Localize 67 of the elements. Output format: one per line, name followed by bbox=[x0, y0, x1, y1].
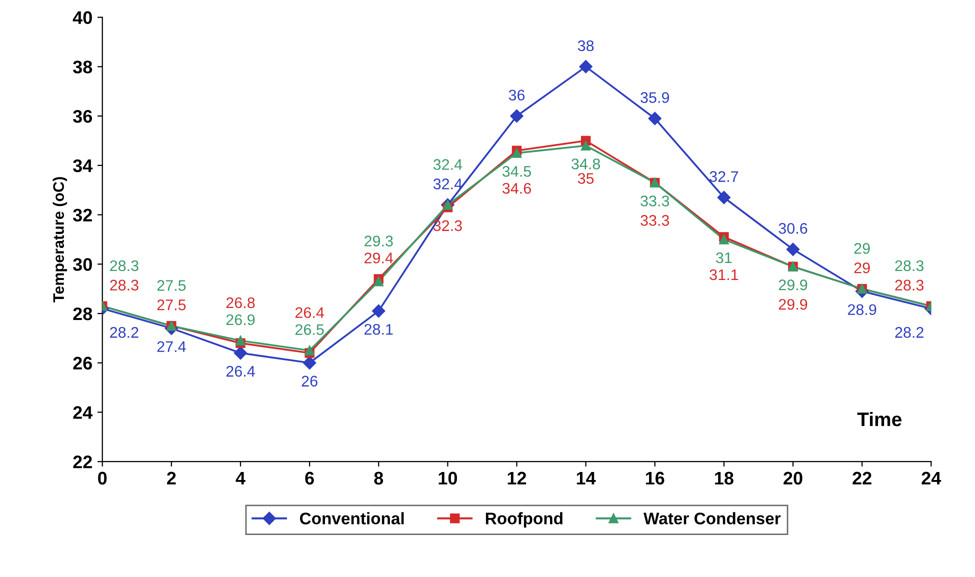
data-label: 33.3 bbox=[640, 196, 670, 206]
x-tick-label: 6 bbox=[305, 472, 314, 485]
y-tick-label: 28 bbox=[73, 307, 92, 320]
data-label: 28.1 bbox=[364, 324, 393, 335]
data-label: 33.3 bbox=[640, 215, 670, 226]
data-label: 26.9 bbox=[226, 314, 255, 326]
data-label: 34.8 bbox=[572, 158, 600, 170]
data-label: 34.5 bbox=[502, 166, 531, 177]
y-tick-label: 32 bbox=[72, 208, 92, 222]
data-label: 29.9 bbox=[778, 298, 808, 310]
data-label: 36 bbox=[508, 90, 525, 101]
data-label: 27.4 bbox=[157, 341, 186, 352]
data-label: 35.9 bbox=[640, 92, 670, 103]
y-tick-label: 36 bbox=[72, 110, 92, 123]
data-label: 35 bbox=[578, 173, 594, 184]
y-tick-label: 24 bbox=[73, 406, 93, 419]
x-tick-label: 0 bbox=[98, 472, 107, 485]
data-label: 26.4 bbox=[226, 366, 255, 377]
data-label: 29.9 bbox=[778, 280, 808, 290]
data-label: 28.3 bbox=[895, 280, 924, 291]
y-tick-label: 26 bbox=[73, 356, 92, 370]
data-label: 26.5 bbox=[295, 324, 324, 336]
data-label: 27.5 bbox=[157, 300, 186, 310]
x-tick-label: 16 bbox=[646, 472, 664, 485]
legend-label: Conventional bbox=[300, 512, 404, 524]
x-tick-label: 22 bbox=[852, 472, 872, 484]
data-label: 26.8 bbox=[226, 297, 255, 308]
data-label: 32.4 bbox=[433, 178, 462, 190]
x-tick-label: 20 bbox=[784, 472, 802, 485]
data-label: 32.7 bbox=[710, 171, 738, 182]
x-tick-label: 4 bbox=[236, 472, 246, 484]
x-tick-label: 2 bbox=[167, 472, 176, 484]
x-axis-title: Time bbox=[857, 412, 902, 426]
data-label: 26.4 bbox=[295, 307, 324, 318]
data-label: 30.6 bbox=[778, 222, 808, 234]
data-label: 32.4 bbox=[433, 159, 462, 170]
y-tick-label: 30 bbox=[72, 258, 92, 271]
x-tick-label: 24 bbox=[922, 472, 942, 484]
y-axis-title: Temperature (oC) bbox=[52, 177, 68, 302]
data-label: 29 bbox=[854, 262, 870, 274]
data-label: 29 bbox=[854, 243, 870, 254]
data-label: 28.2 bbox=[110, 327, 138, 338]
legend-label: Water Condenser bbox=[644, 512, 781, 524]
data-label: 28.3 bbox=[110, 280, 138, 291]
y-tick-label: 34 bbox=[72, 159, 93, 172]
data-label: 32.3 bbox=[433, 220, 462, 232]
data-label: 28.3 bbox=[110, 260, 138, 272]
x-tick-label: 18 bbox=[715, 472, 734, 485]
x-tick-label: 8 bbox=[374, 472, 384, 485]
x-tick-label: 10 bbox=[438, 472, 457, 485]
y-tick-label: 38 bbox=[72, 60, 92, 74]
data-label: 38 bbox=[578, 40, 594, 52]
y-tick-label: 22 bbox=[73, 456, 92, 468]
legend-label: Roofpond bbox=[486, 512, 562, 528]
data-label: 31.1 bbox=[710, 269, 738, 280]
data-label: 26 bbox=[302, 376, 318, 387]
data-label: 28.9 bbox=[848, 304, 876, 316]
x-tick-label: 12 bbox=[508, 472, 526, 484]
data-label: 31 bbox=[716, 252, 732, 264]
y-tick-label: 40 bbox=[72, 11, 92, 24]
x-tick-label: 14 bbox=[576, 472, 596, 484]
data-label: 34.6 bbox=[502, 182, 531, 194]
data-label: 29.4 bbox=[364, 252, 394, 264]
data-label: 27.5 bbox=[157, 280, 186, 291]
data-label: 29.3 bbox=[364, 236, 393, 246]
data-label: 28.3 bbox=[895, 260, 924, 272]
data-label: 28.2 bbox=[895, 327, 924, 338]
